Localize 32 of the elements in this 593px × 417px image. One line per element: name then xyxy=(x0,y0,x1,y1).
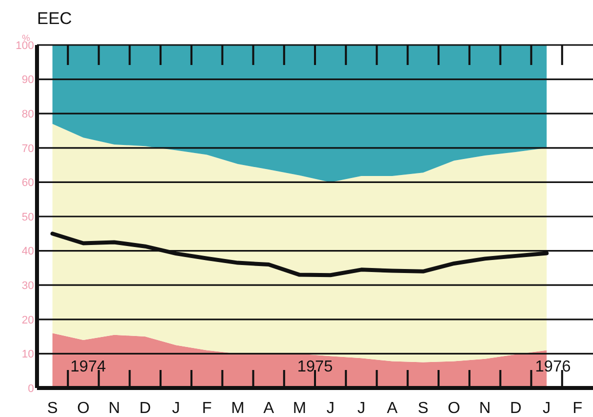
x-tick-label: D xyxy=(510,400,522,417)
y-tick-label: 20 xyxy=(22,314,34,326)
annotation: 1976 xyxy=(535,358,571,376)
x-tick-label: S xyxy=(47,400,58,417)
x-tick-label: F xyxy=(572,400,583,417)
x-tick-label: J xyxy=(357,400,366,417)
y-tick-label: 40 xyxy=(22,246,34,258)
x-tick-label: M xyxy=(231,400,244,417)
x-tick-label: O xyxy=(448,400,460,417)
x-tick-label: S xyxy=(418,400,428,417)
y-tick-label: 60 xyxy=(22,177,34,190)
x-tick-label: A xyxy=(263,400,274,417)
x-tick-label: M xyxy=(292,400,306,417)
y-tick-label: 30 xyxy=(22,280,34,292)
x-tick-label: J xyxy=(326,400,334,417)
y-tick-label: 90 xyxy=(22,74,34,86)
y-tick-label: 10 xyxy=(22,348,34,361)
annotation: 1975 xyxy=(297,358,333,376)
annotation: 1974 xyxy=(70,358,106,376)
x-tick-label: D xyxy=(139,400,151,417)
y-tick-label: 80 xyxy=(22,108,34,120)
x-tick-label: J xyxy=(172,400,180,417)
y-tick-label: 70 xyxy=(22,142,34,155)
x-tick-label: N xyxy=(479,400,491,417)
x-tick-label: F xyxy=(202,400,212,417)
y-tick-label: 0 xyxy=(28,382,34,395)
chart-title: EEC xyxy=(37,9,72,28)
x-tick-label: O xyxy=(77,400,90,417)
y-tick-label: 50 xyxy=(22,211,34,224)
x-tick-label: N xyxy=(108,400,120,417)
x-tick-label: A xyxy=(386,400,398,417)
x-tick-label: J xyxy=(542,400,551,417)
